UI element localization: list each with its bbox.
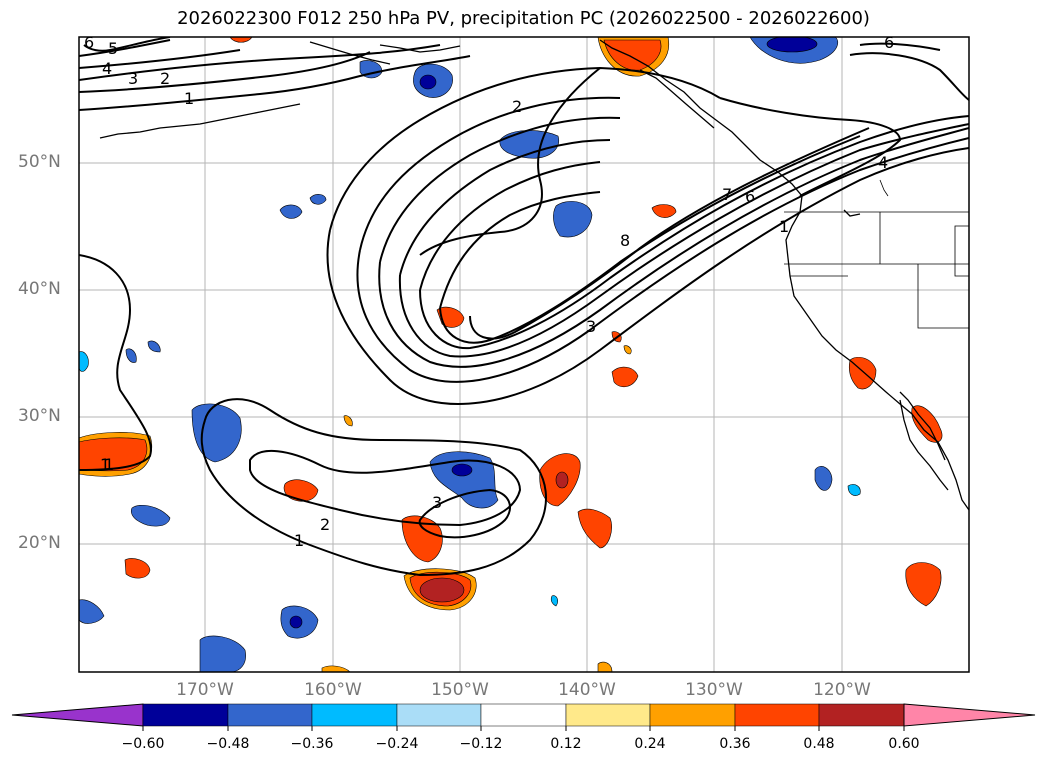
colorbar-tick-label: −0.36 xyxy=(290,736,334,752)
contour-label: 3 xyxy=(432,493,442,512)
lon-label-160w: 160°W xyxy=(304,680,362,700)
state-borders xyxy=(784,179,969,329)
contour-label: 1 xyxy=(294,531,304,550)
colorbar-segment xyxy=(565,703,651,727)
coastlines xyxy=(99,39,969,511)
precip-negative-areas xyxy=(79,37,861,672)
colorbar-segment xyxy=(396,703,482,727)
colorbar-tick-label: −0.12 xyxy=(459,736,503,752)
contour-label: 7 xyxy=(722,185,732,204)
colorbar-segment xyxy=(227,703,313,727)
contour-label: 6 xyxy=(745,187,755,206)
lat-label-20n: 20°N xyxy=(18,533,61,553)
colorbar-tick-label: 0.48 xyxy=(803,736,835,752)
lon-label-170w: 170°W xyxy=(176,680,234,700)
contour-label: 4 xyxy=(102,59,112,78)
colorbar-segment xyxy=(818,703,905,727)
contour-label: 2 xyxy=(320,515,330,534)
contour-label: 1 xyxy=(104,455,114,474)
colorbar-segment xyxy=(480,703,567,727)
precip-positive-areas xyxy=(79,37,943,672)
colorbar-tick-label: −0.24 xyxy=(375,736,419,752)
contour-label: 4 xyxy=(878,153,888,172)
contour-label: 8 xyxy=(620,231,630,250)
map-title: 2026022300 F012 250 hPa PV, precipitatio… xyxy=(177,8,870,29)
colorbar-tick-label: 0.60 xyxy=(888,736,920,752)
colorbar-segment xyxy=(649,703,736,727)
colorbar-segment xyxy=(734,703,820,727)
lat-label-40n: 40°N xyxy=(18,279,61,299)
lon-label-140w: 140°W xyxy=(558,680,616,700)
colorbar-tick-label: 0.24 xyxy=(634,736,666,752)
contour-labels: 6 5 4 3 2 1 2 1 6 7 6 1 4 8 3 1 3 2 1 xyxy=(84,33,894,550)
colorbar-tick-label: 0.36 xyxy=(719,736,751,752)
colorbar-extend-low xyxy=(11,703,144,727)
colorbar-extend-high xyxy=(903,703,1036,727)
colorbar-tick-label: 0.12 xyxy=(550,736,582,752)
map-frame xyxy=(78,36,970,673)
lon-label-130w: 130°W xyxy=(685,680,743,700)
lat-label-50n: 50°N xyxy=(18,152,61,172)
colorbar xyxy=(11,703,1036,731)
contour-label: 1 xyxy=(184,89,194,108)
contour-label: 6 xyxy=(84,33,94,52)
colorbar-segment xyxy=(142,703,229,727)
colorbar-tick-label: −0.60 xyxy=(121,736,165,752)
contour-label: 3 xyxy=(128,69,138,88)
lon-label-120w: 120°W xyxy=(813,680,871,700)
contour-label: 1 xyxy=(779,217,789,236)
lon-label-150w: 150°W xyxy=(431,680,489,700)
contour-label: 2 xyxy=(160,69,170,88)
lat-label-30n: 30°N xyxy=(18,406,61,426)
contour-label: 3 xyxy=(586,317,596,336)
colorbar-segment xyxy=(311,703,398,727)
pv-contours xyxy=(79,37,969,577)
contour-label: 2 xyxy=(512,97,522,116)
contour-label: 6 xyxy=(884,33,894,52)
contour-label: 5 xyxy=(108,39,118,58)
colorbar-tick-label: −0.48 xyxy=(206,736,250,752)
contour-label: 1 xyxy=(100,455,110,474)
